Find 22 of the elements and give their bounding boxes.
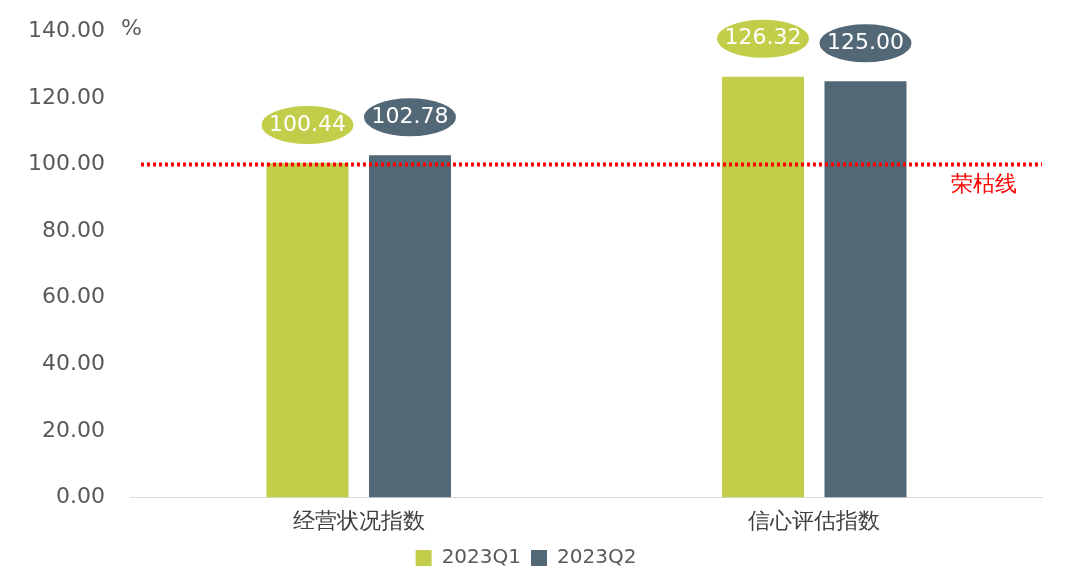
y-tick-label: 100.00 <box>27 150 105 176</box>
y-axis-title: % <box>120 14 142 40</box>
bar <box>266 162 349 498</box>
data-label: 100.44 <box>269 110 346 136</box>
legend-label: 2023Q2 <box>557 544 637 569</box>
y-tick-label: 0.00 <box>55 483 105 509</box>
ref-line-label: 荣枯线 <box>951 171 1017 197</box>
y-tick-label: 60.00 <box>41 283 105 309</box>
legend-label: 2023Q1 <box>441 544 522 569</box>
y-tick-label: 80.00 <box>41 216 105 242</box>
bar <box>824 81 907 498</box>
y-tick-label: 20.00 <box>41 416 105 442</box>
x-tick-label: 经营状况指数 <box>292 507 425 533</box>
data-label: 102.78 <box>371 102 449 128</box>
y-tick-label: 120.00 <box>27 83 105 109</box>
bar <box>722 76 804 498</box>
x-tick-label: 信心评估指数 <box>748 507 881 533</box>
y-tick-label: 140.00 <box>27 16 105 42</box>
y-tick-label: 40.00 <box>41 350 105 376</box>
data-label: 126.32 <box>724 24 802 50</box>
bar <box>368 155 451 498</box>
data-label: 125.00 <box>827 28 904 54</box>
